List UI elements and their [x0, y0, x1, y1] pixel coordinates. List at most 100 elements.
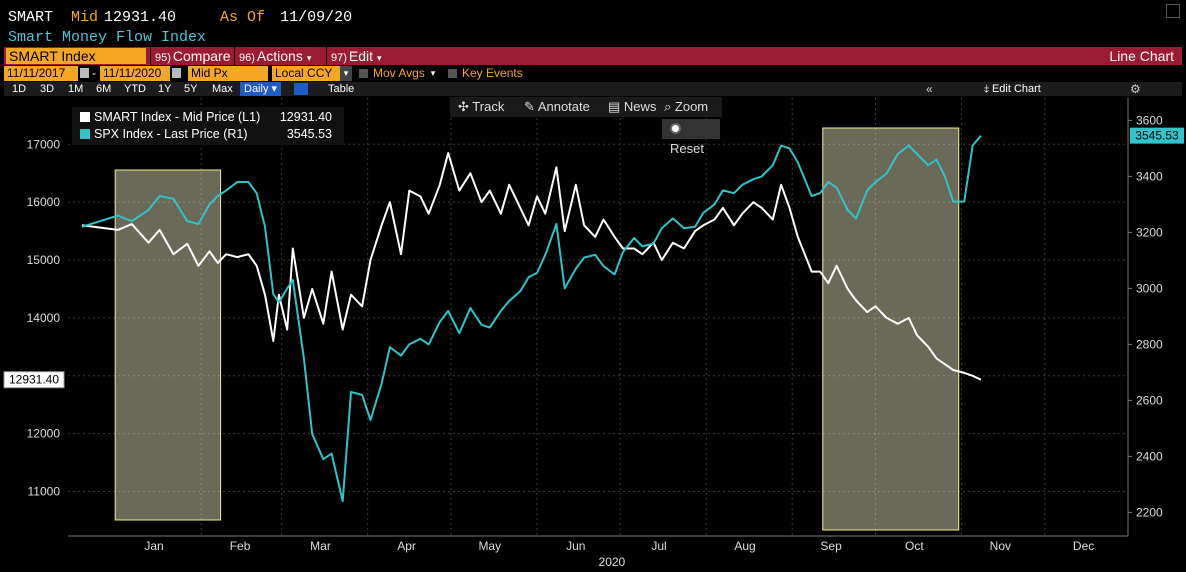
news-button[interactable]: ▤ News: [608, 97, 656, 117]
legend-value: 12931.40: [279, 110, 332, 124]
range-5y[interactable]: 5Y: [184, 83, 198, 95]
gear-icon[interactable]: ⚙: [1130, 82, 1141, 96]
compare-button[interactable]: 95) Compare: [150, 47, 237, 65]
end-date-field[interactable]: 11/11/2020: [100, 66, 170, 81]
key-events-checkbox[interactable]: [448, 69, 457, 78]
mid-label: Mid: [71, 9, 99, 26]
right-current-value-box: [1130, 127, 1184, 144]
right-axis-tick-label: 3200: [1136, 225, 1163, 239]
chevron-down-icon[interactable]: ▾: [340, 66, 352, 81]
right-axis-tick-label: 3600: [1136, 113, 1163, 127]
zoom-button[interactable]: ⌕ Zoom: [664, 97, 708, 117]
ticker: SMART: [8, 9, 54, 26]
collapse-icon[interactable]: «: [926, 82, 933, 96]
zoom-icon: ⌕: [664, 99, 672, 114]
annotate-button[interactable]: ✎ Annotate: [524, 97, 590, 117]
quote-header: SMART Mid 12931.40 As Of 11/09/20: [8, 9, 352, 26]
table-button[interactable]: Table: [328, 83, 355, 95]
frequency-select[interactable]: Daily ▾: [240, 82, 282, 96]
edit-button[interactable]: 97) Edit ▾: [326, 47, 388, 65]
track-label: Track: [472, 99, 505, 114]
zoom-label: Zoom: [674, 99, 709, 114]
left-current-value-box: [3, 371, 65, 389]
spx-index-line: [81, 135, 982, 503]
left-axis-tick-label: 17000: [27, 137, 61, 151]
right-current-value: 3545.53: [1135, 129, 1179, 143]
annotate-label: Annotate: [537, 99, 590, 114]
currency-select[interactable]: Local CCY: [272, 66, 340, 81]
x-axis-tick-label: Feb: [230, 539, 251, 553]
x-axis-tick-label: Mar: [310, 539, 331, 553]
key-events-label: Key Events: [462, 66, 523, 80]
x-axis-tick-label: Nov: [990, 539, 1011, 553]
x-axis-tick-label: Sep: [820, 539, 842, 553]
right-axis-tick-label: 3000: [1136, 281, 1163, 295]
window-settings-icon[interactable]: [1166, 4, 1180, 18]
highlight-region: [114, 169, 222, 521]
calendar-icon[interactable]: [80, 68, 89, 78]
x-axis-tick-label: Jun: [566, 539, 585, 553]
x-axis-tick-label: Aug: [734, 539, 755, 553]
chevron-down-icon[interactable]: ▾: [430, 68, 436, 78]
legend-label: SPX Index - Last Price (R1): [94, 127, 248, 141]
range-max[interactable]: Max: [212, 83, 233, 95]
range-ytd[interactable]: YTD: [124, 83, 146, 95]
price-field-select[interactable]: Mid Px: [188, 66, 268, 81]
right-axis-tick-label: 2800: [1136, 337, 1163, 351]
reset-icon: [670, 123, 681, 134]
x-axis: Jan Feb Mar Apr May Jun Jul Aug Sep Oct Nov Dec 2020: [68, 535, 1128, 569]
line-chart-icon[interactable]: [294, 83, 308, 95]
track-button[interactable]: ✣ Track: [458, 97, 504, 117]
settings-row: 11/11/2017 - 11/11/2020 Mid Px Local CCY…: [4, 66, 1182, 81]
left-axis-tick-label: 12000: [27, 427, 61, 441]
right-axis-tick-label: 3400: [1136, 169, 1163, 183]
range-6m[interactable]: 6M: [96, 83, 112, 95]
legend-item-smart[interactable]: SMART Index - Mid Price (L1) 12931.40: [80, 109, 338, 125]
mov-avgs-label: Mov Avgs: [373, 66, 425, 80]
x-axis-tick-label: Jul: [651, 539, 666, 553]
left-axis-tick-label: 16000: [27, 195, 61, 209]
legend-swatch: [80, 112, 90, 122]
right-axis-tick-label: 2400: [1136, 449, 1163, 463]
range-1y[interactable]: 1Y: [158, 83, 172, 95]
compare-label: Compare: [172, 48, 231, 64]
calendar-icon[interactable]: [172, 68, 181, 78]
as-of-date: 11/09/20: [280, 9, 353, 26]
edit-chart-label: Edit Chart: [991, 83, 1041, 95]
reset-button[interactable]: Reset: [662, 119, 720, 156]
chevron-down-icon: ▾: [377, 53, 382, 63]
security-input[interactable]: SMART Index: [6, 48, 146, 64]
mid-value: 12931.40: [104, 9, 177, 26]
edit-chart-button[interactable]: ⤈ Edit Chart: [984, 82, 1041, 96]
legend-swatch: [80, 129, 90, 139]
right-axis: 2200 2400 2600 2800 3000 3200 3400 3600 3545.53: [1127, 98, 1184, 536]
range-1d[interactable]: 1D: [12, 83, 27, 95]
legend-label: SMART Index - Mid Price (L1): [94, 110, 261, 124]
actions-button[interactable]: 96) Actions ▾: [234, 47, 317, 65]
chevron-down-icon: ▾: [271, 83, 278, 95]
legend-item-spx[interactable]: SPX Index - Last Price (R1) 3545.53: [80, 126, 338, 142]
series-lines: [81, 135, 982, 503]
actions-label: Actions: [256, 48, 303, 64]
news-label: News: [623, 99, 657, 114]
highlight-region: [822, 127, 960, 531]
range-3d[interactable]: 3D: [40, 83, 55, 95]
left-axis-tick-label: 11000: [28, 484, 61, 498]
start-date-field[interactable]: 11/11/2017: [4, 66, 78, 81]
range-1m[interactable]: 1M: [68, 83, 84, 95]
legend-value: 3545.53: [286, 127, 332, 141]
news-icon: ▤: [608, 99, 621, 114]
left-axis: 1100012000130001400015000160001700012931…: [3, 137, 65, 498]
function-toolbar: SMART Index 95) Compare 96) Actions ▾ 97) Ed…: [4, 47, 1182, 65]
edit-number: 97): [331, 52, 347, 64]
mov-avgs-checkbox[interactable]: [359, 69, 368, 78]
compare-number: 95): [155, 52, 171, 64]
as-of-label: As Of: [220, 9, 266, 26]
edit-chart-icon: ⤈: [984, 83, 989, 95]
date-separator: -: [92, 66, 96, 80]
left-current-value: 12931.40: [9, 373, 59, 387]
x-axis-tick-label: May: [478, 539, 501, 553]
crosshair-icon: ✣: [458, 99, 469, 114]
x-axis-tick-label: Jan: [144, 539, 163, 553]
